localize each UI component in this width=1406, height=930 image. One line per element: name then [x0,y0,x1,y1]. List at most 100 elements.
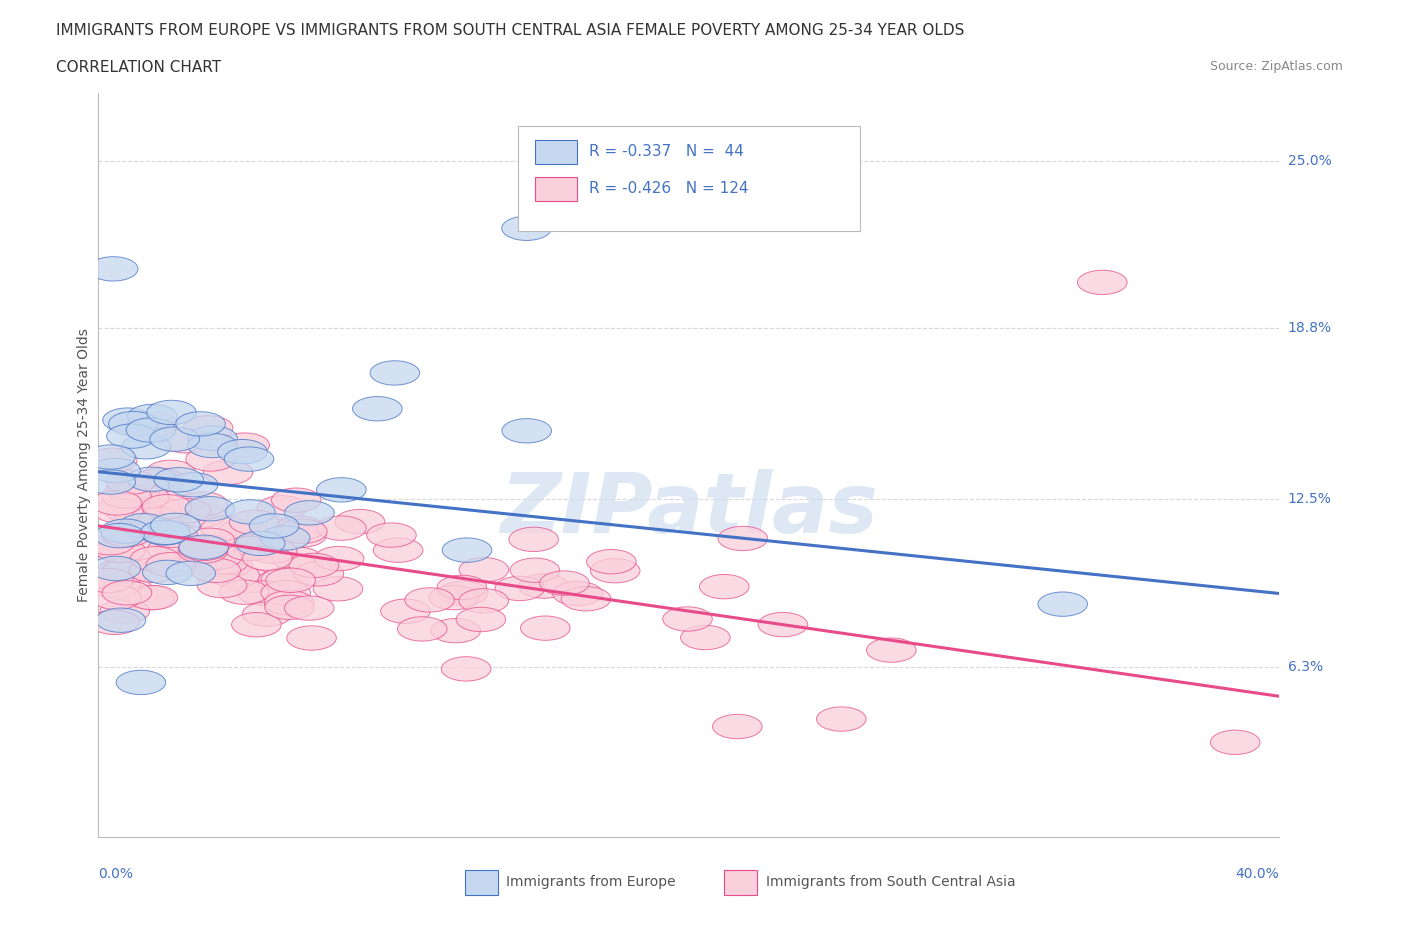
Ellipse shape [209,564,260,588]
Ellipse shape [146,460,195,485]
Ellipse shape [101,523,152,547]
Text: 0.0%: 0.0% [98,867,134,881]
Ellipse shape [314,577,363,601]
Ellipse shape [441,657,491,681]
Text: IMMIGRANTS FROM EUROPE VS IMMIGRANTS FROM SOUTH CENTRAL ASIA FEMALE POVERTY AMON: IMMIGRANTS FROM EUROPE VS IMMIGRANTS FRO… [56,23,965,38]
Ellipse shape [186,497,235,521]
Ellipse shape [191,558,240,582]
Ellipse shape [405,588,454,612]
Ellipse shape [460,558,509,582]
Ellipse shape [276,516,325,540]
Ellipse shape [458,589,509,613]
Ellipse shape [89,257,138,281]
Ellipse shape [429,586,478,610]
Ellipse shape [817,707,866,731]
Ellipse shape [561,587,610,611]
Ellipse shape [353,396,402,421]
Ellipse shape [1211,730,1260,754]
Ellipse shape [242,602,292,626]
Ellipse shape [120,513,169,538]
Ellipse shape [110,483,160,507]
Ellipse shape [103,408,152,432]
Ellipse shape [224,568,274,592]
Ellipse shape [370,361,419,385]
Ellipse shape [219,580,269,605]
Ellipse shape [187,535,236,559]
Ellipse shape [131,507,180,532]
Ellipse shape [758,613,807,637]
Ellipse shape [456,607,506,631]
Ellipse shape [242,546,292,570]
Ellipse shape [381,599,430,623]
Bar [724,870,758,895]
Ellipse shape [264,595,315,619]
Ellipse shape [90,610,139,634]
Y-axis label: Female Poverty Among 25-34 Year Olds: Female Poverty Among 25-34 Year Olds [77,328,91,602]
Ellipse shape [510,558,560,582]
Ellipse shape [111,536,162,560]
Ellipse shape [90,535,141,559]
Ellipse shape [235,531,285,555]
Ellipse shape [219,535,269,559]
Ellipse shape [1077,271,1128,295]
Ellipse shape [142,486,191,511]
Ellipse shape [249,513,299,538]
Ellipse shape [229,510,278,535]
Ellipse shape [162,498,211,523]
Ellipse shape [179,535,228,560]
Ellipse shape [232,613,281,637]
Ellipse shape [107,424,156,448]
Text: 12.5%: 12.5% [1288,492,1331,506]
Ellipse shape [197,574,247,598]
Ellipse shape [103,580,152,605]
Ellipse shape [174,551,224,575]
Ellipse shape [166,561,215,586]
Ellipse shape [509,527,558,551]
Ellipse shape [277,523,326,547]
Ellipse shape [176,412,225,436]
Ellipse shape [294,562,343,586]
Ellipse shape [150,513,200,538]
Ellipse shape [146,400,197,425]
Ellipse shape [262,567,311,591]
Ellipse shape [191,545,242,569]
Ellipse shape [502,216,551,241]
Ellipse shape [502,418,551,443]
Ellipse shape [127,418,176,443]
Ellipse shape [148,524,197,548]
Ellipse shape [540,571,589,595]
Text: 18.8%: 18.8% [1288,322,1331,336]
Ellipse shape [495,577,544,601]
Ellipse shape [86,445,135,469]
Ellipse shape [148,538,197,562]
Ellipse shape [188,426,238,450]
Ellipse shape [155,468,204,492]
Ellipse shape [87,448,138,472]
Text: 6.3%: 6.3% [1288,659,1323,673]
FancyBboxPatch shape [517,126,860,231]
Ellipse shape [718,526,768,551]
Ellipse shape [91,458,141,483]
Ellipse shape [131,547,180,571]
Ellipse shape [121,434,170,458]
Ellipse shape [316,478,366,502]
Ellipse shape [179,537,228,561]
Ellipse shape [128,585,177,610]
Ellipse shape [101,484,152,508]
Text: Immigrants from Europe: Immigrants from Europe [506,875,675,889]
Ellipse shape [519,574,568,598]
Ellipse shape [114,501,163,525]
Ellipse shape [374,538,423,563]
Ellipse shape [139,521,190,545]
Ellipse shape [142,495,191,519]
Ellipse shape [284,596,335,620]
Ellipse shape [150,427,200,451]
Ellipse shape [198,550,247,575]
Ellipse shape [257,569,308,593]
Ellipse shape [96,608,146,632]
Ellipse shape [91,491,142,515]
Ellipse shape [96,538,145,563]
Text: Immigrants from South Central Asia: Immigrants from South Central Asia [766,875,1015,889]
Ellipse shape [141,520,190,545]
Ellipse shape [103,559,152,583]
